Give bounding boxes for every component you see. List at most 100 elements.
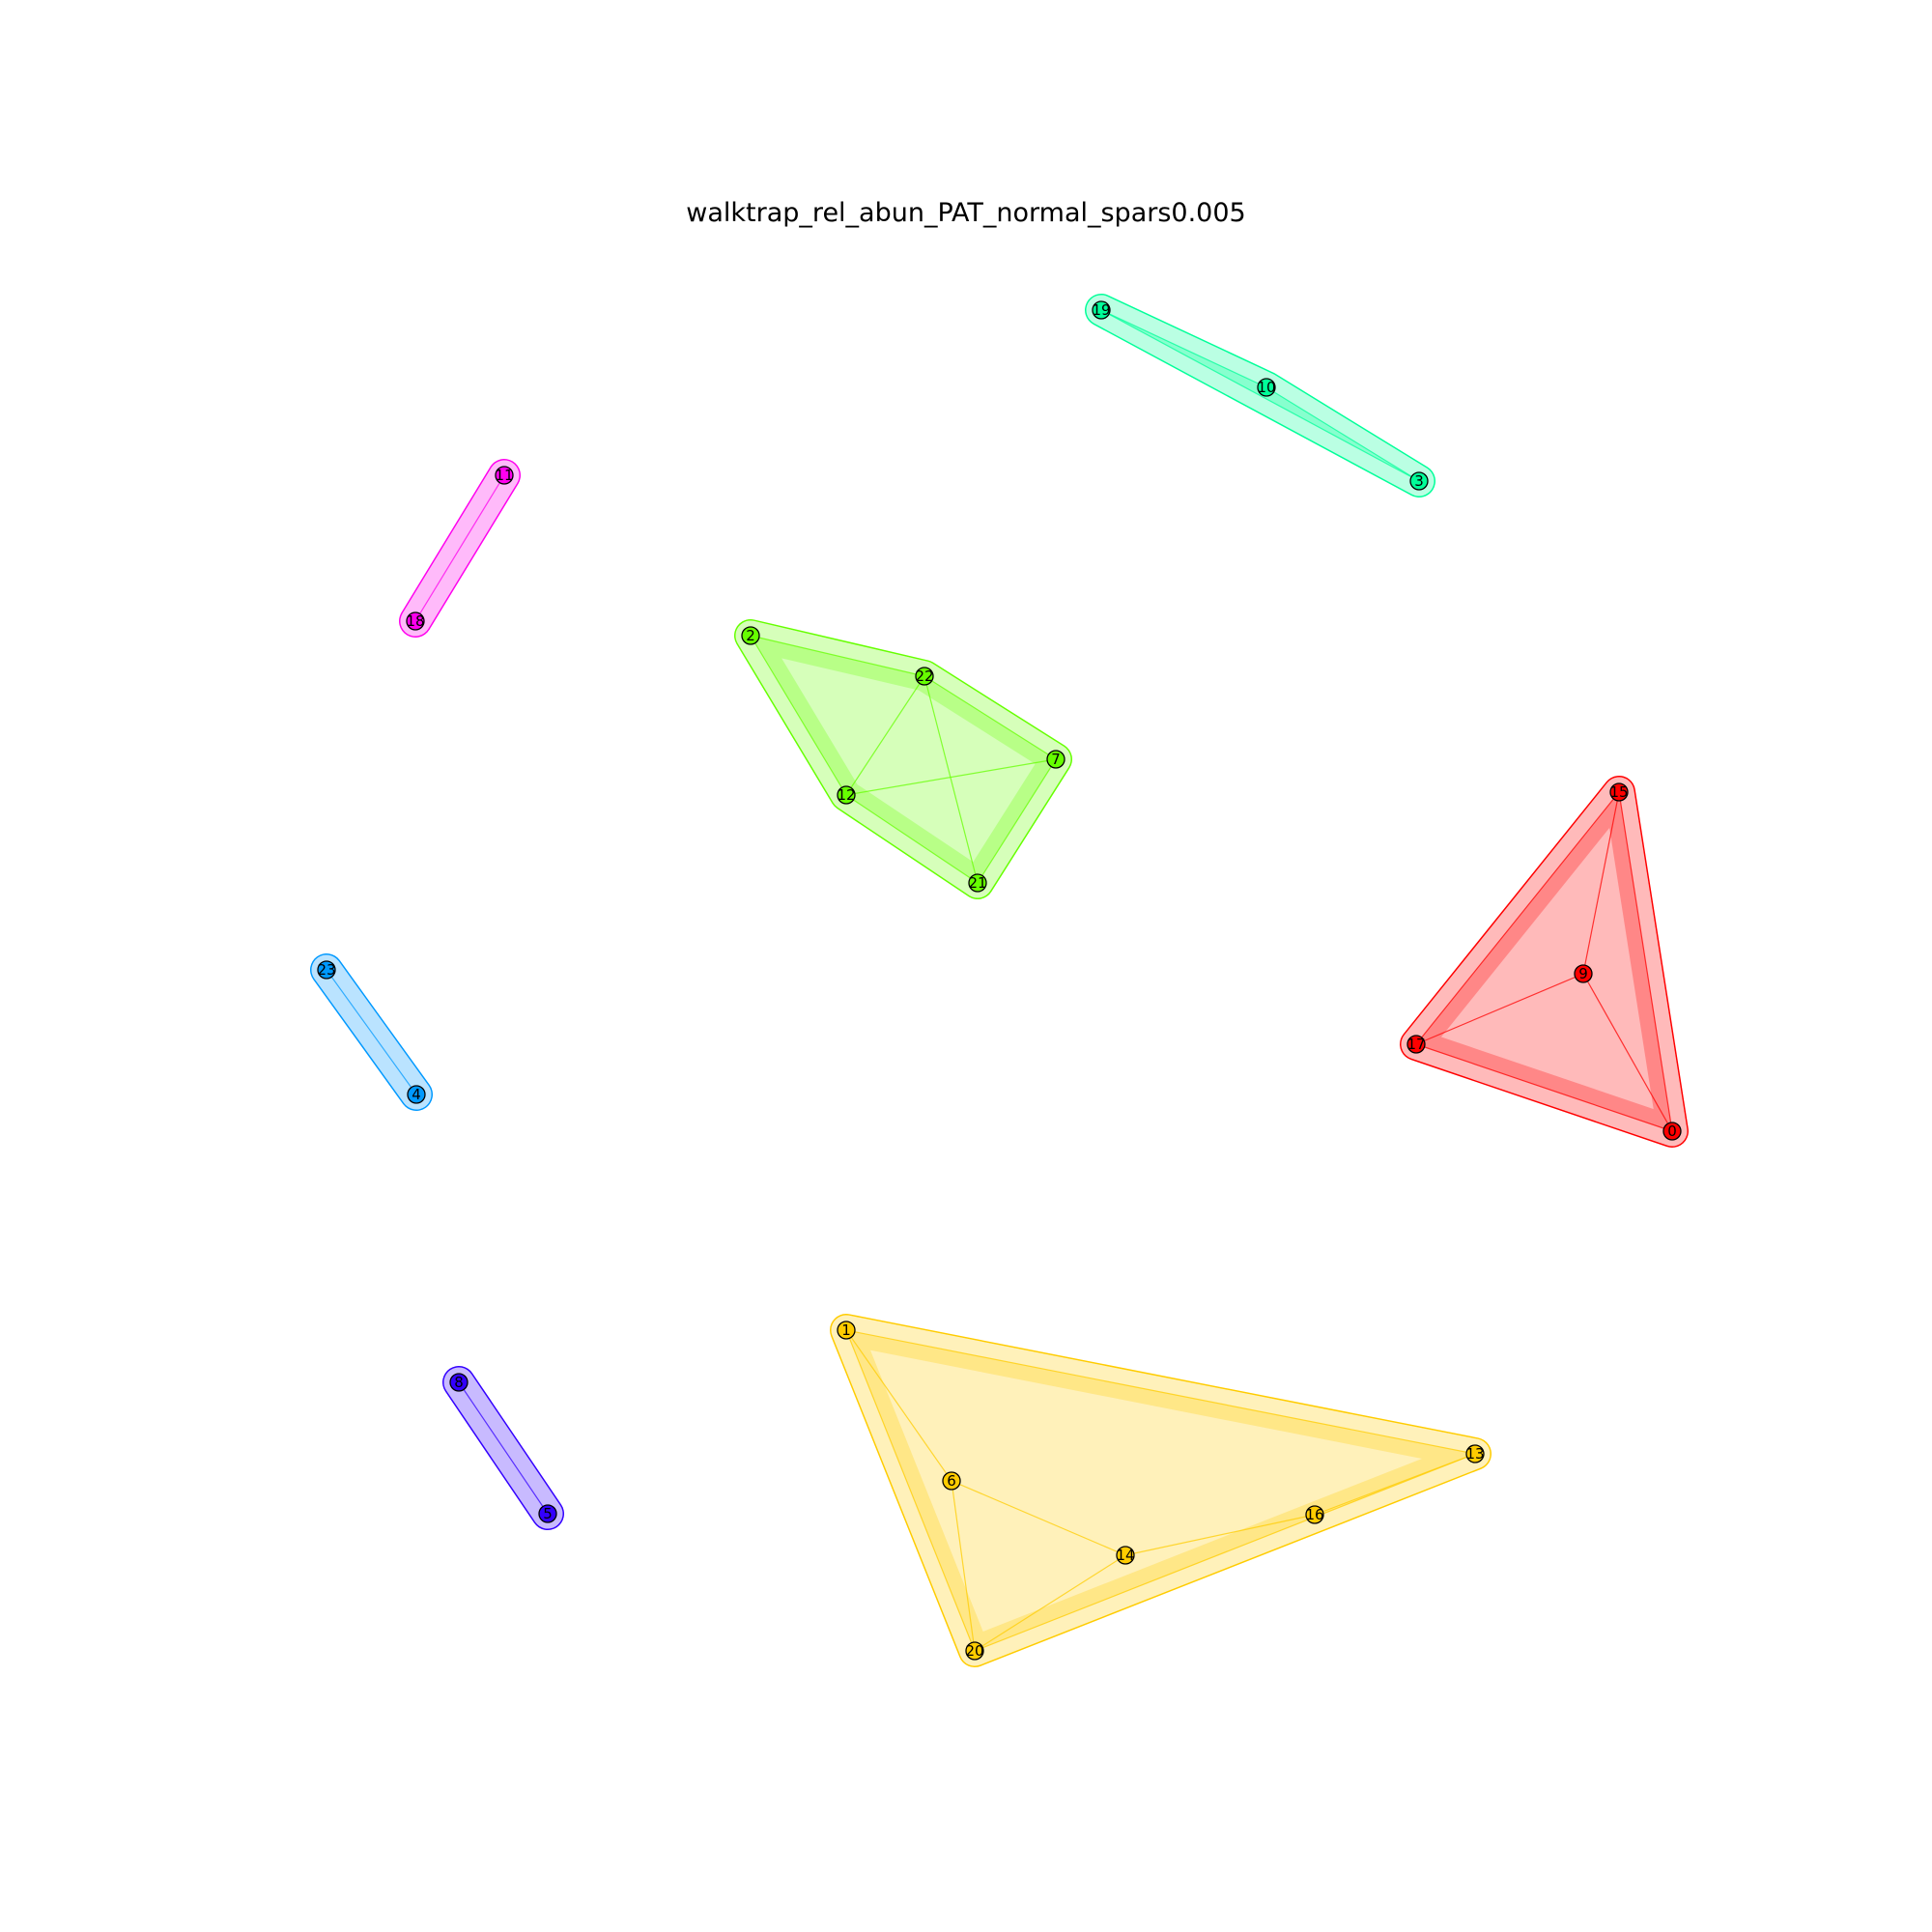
graph-edge <box>1582 791 1620 975</box>
graph-edge <box>1618 791 1673 1132</box>
node-circle <box>1046 750 1065 769</box>
node-circle <box>1092 300 1111 320</box>
node-circle <box>942 1471 961 1491</box>
graph-node: 12 <box>837 785 856 805</box>
node-label: 11 <box>495 467 513 484</box>
node-circle <box>449 1373 469 1392</box>
graph-edge <box>414 474 505 622</box>
graph-node: 8 <box>449 1373 469 1392</box>
graph-node: 21 <box>968 873 987 893</box>
node-circle <box>1406 1035 1426 1054</box>
graph-edge <box>974 1453 1476 1652</box>
node-label: 9 <box>1578 965 1588 982</box>
graph-edges <box>326 309 1673 1652</box>
node-circle <box>495 466 514 485</box>
node-circle <box>406 611 425 631</box>
graph-title: walktrap_rel_abun_PAT_normal_spars0.005 <box>686 198 1246 228</box>
graph-edge <box>1100 309 1420 482</box>
graph-edge <box>1415 973 1584 1045</box>
graph-node: 9 <box>1574 964 1593 983</box>
graph-edge <box>845 1329 952 1482</box>
node-label: 13 <box>1465 1445 1484 1463</box>
node-circle <box>837 1321 856 1340</box>
node-circle <box>1574 964 1593 983</box>
community-hull <box>734 619 1072 899</box>
node-label: 8 <box>454 1374 464 1391</box>
graph-node: 15 <box>1609 782 1629 802</box>
node-label: 5 <box>543 1505 553 1522</box>
graph-edge <box>1582 973 1673 1132</box>
node-label: 17 <box>1406 1036 1425 1053</box>
graph-node: 22 <box>915 667 934 686</box>
node-circle <box>741 626 760 645</box>
graph-edge <box>974 1554 1126 1652</box>
graph-edge <box>977 758 1057 884</box>
graph-node: 1 <box>837 1321 856 1340</box>
node-circle <box>317 960 336 980</box>
node-circle <box>407 1085 426 1104</box>
graph-node: 23 <box>317 960 336 980</box>
graph-node: 16 <box>1305 1505 1324 1524</box>
node-label: 19 <box>1092 301 1110 319</box>
node-circle <box>965 1641 984 1661</box>
graph-node: 20 <box>965 1641 984 1661</box>
graph-edge <box>845 1329 1476 1455</box>
node-label: 22 <box>915 668 933 685</box>
node-circle <box>1305 1505 1324 1524</box>
node-circle <box>837 785 856 805</box>
graph-edge <box>1124 1514 1316 1556</box>
community-hull-fill <box>1401 777 1688 1147</box>
node-label: 23 <box>317 961 335 979</box>
graph-node: 7 <box>1046 750 1065 769</box>
graph-edge <box>750 635 925 677</box>
graph-node: 10 <box>1257 378 1276 397</box>
graph-edge <box>1415 791 1620 1045</box>
node-label: 15 <box>1609 783 1628 801</box>
node-label: 20 <box>965 1642 983 1660</box>
node-label: 16 <box>1305 1506 1323 1523</box>
node-circle <box>1116 1546 1135 1565</box>
graph-node: 4 <box>407 1085 426 1104</box>
graph-node: 14 <box>1116 1546 1135 1565</box>
graph-edge <box>951 1480 976 1652</box>
graph-node: 5 <box>538 1504 557 1523</box>
graph-node: 18 <box>406 611 425 631</box>
graph-edge <box>1100 309 1267 388</box>
graph-node: 11 <box>495 466 514 485</box>
node-label: 3 <box>1414 472 1424 490</box>
graph-node: 3 <box>1409 471 1429 491</box>
graph-edge <box>1415 1043 1673 1132</box>
graph-node: 19 <box>1092 300 1111 320</box>
community-hull-fill <box>735 620 1071 898</box>
graph-node: 17 <box>1406 1035 1426 1054</box>
node-label: 0 <box>1667 1122 1677 1140</box>
node-circle <box>1257 378 1276 397</box>
graph-edge <box>845 1329 976 1652</box>
graph-edge <box>326 969 417 1095</box>
graph-edge <box>458 1381 549 1515</box>
graph-node: 13 <box>1465 1444 1485 1463</box>
node-label: 18 <box>406 612 424 630</box>
graph-edge <box>923 675 979 884</box>
node-circle <box>1609 782 1629 802</box>
graph-node: 6 <box>942 1471 961 1491</box>
graph-edge <box>845 675 925 796</box>
node-label: 7 <box>1051 751 1061 768</box>
graph-edge <box>951 1480 1126 1556</box>
graph-edge <box>845 794 979 884</box>
graph-edge <box>923 675 1057 760</box>
node-circle <box>915 667 934 686</box>
graph-node: 2 <box>741 626 760 645</box>
graph-edge <box>845 758 1057 796</box>
node-label: 21 <box>968 874 986 892</box>
node-circle <box>968 873 987 893</box>
node-circle <box>1662 1122 1682 1141</box>
node-label: 4 <box>412 1086 421 1103</box>
graph-node: 0 <box>1662 1122 1682 1141</box>
node-circle <box>1409 471 1429 491</box>
graph-edge <box>750 635 847 796</box>
node-label: 2 <box>746 627 755 644</box>
node-label: 12 <box>837 786 855 804</box>
